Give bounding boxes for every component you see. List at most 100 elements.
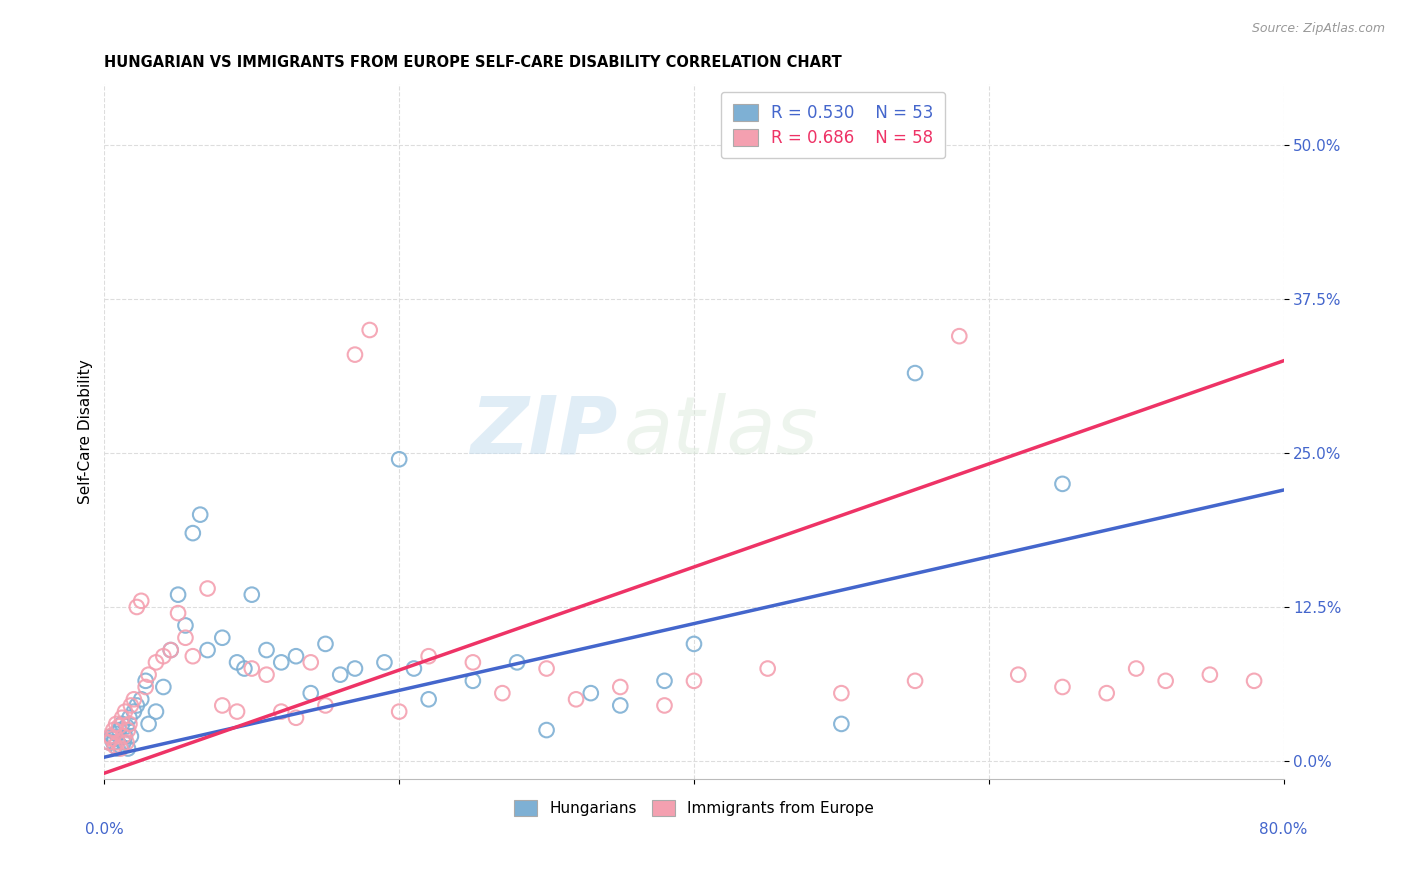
Point bbox=[240, 588, 263, 602]
Point bbox=[145, 705, 167, 719]
Point bbox=[299, 656, 322, 670]
Point bbox=[1125, 661, 1147, 675]
Point bbox=[135, 673, 157, 688]
Point bbox=[654, 698, 676, 713]
Point bbox=[314, 698, 336, 713]
Point bbox=[111, 711, 134, 725]
Point bbox=[329, 667, 352, 681]
Point bbox=[104, 739, 127, 753]
Point bbox=[1052, 476, 1074, 491]
Point bbox=[159, 643, 181, 657]
Point bbox=[211, 698, 233, 713]
Text: 80.0%: 80.0% bbox=[1260, 822, 1308, 838]
Point bbox=[125, 599, 148, 614]
Point bbox=[830, 717, 852, 731]
Point bbox=[188, 508, 211, 522]
Point bbox=[270, 656, 292, 670]
Point bbox=[299, 686, 322, 700]
Point bbox=[756, 661, 779, 675]
Point bbox=[904, 366, 927, 380]
Point bbox=[256, 643, 278, 657]
Point bbox=[114, 705, 136, 719]
Point bbox=[152, 649, 174, 664]
Point bbox=[904, 673, 927, 688]
Point bbox=[135, 680, 157, 694]
Point bbox=[98, 729, 121, 743]
Point bbox=[129, 594, 152, 608]
Point bbox=[285, 711, 308, 725]
Point bbox=[1243, 673, 1265, 688]
Point bbox=[1007, 667, 1029, 681]
Point bbox=[565, 692, 588, 706]
Point bbox=[115, 719, 138, 733]
Y-axis label: Self-Care Disability: Self-Care Disability bbox=[79, 359, 93, 504]
Text: atlas: atlas bbox=[623, 392, 818, 471]
Point bbox=[233, 661, 256, 675]
Point bbox=[118, 717, 141, 731]
Point bbox=[1154, 673, 1177, 688]
Text: Source: ZipAtlas.com: Source: ZipAtlas.com bbox=[1251, 22, 1385, 36]
Point bbox=[461, 656, 484, 670]
Point bbox=[125, 698, 148, 713]
Point bbox=[105, 717, 128, 731]
Point bbox=[683, 673, 706, 688]
Point bbox=[167, 588, 190, 602]
Point bbox=[1095, 686, 1118, 700]
Point bbox=[117, 741, 139, 756]
Point bbox=[461, 673, 484, 688]
Legend: Hungarians, Immigrants from Europe: Hungarians, Immigrants from Europe bbox=[506, 793, 882, 824]
Point bbox=[197, 582, 219, 596]
Point bbox=[256, 667, 278, 681]
Point bbox=[830, 686, 852, 700]
Point bbox=[359, 323, 381, 337]
Point bbox=[110, 741, 132, 756]
Point bbox=[108, 719, 131, 733]
Point bbox=[107, 741, 129, 756]
Point bbox=[97, 735, 120, 749]
Point bbox=[285, 649, 308, 664]
Point bbox=[100, 731, 122, 746]
Point bbox=[97, 735, 120, 749]
Point bbox=[117, 723, 139, 737]
Point bbox=[120, 729, 142, 743]
Point bbox=[314, 637, 336, 651]
Text: HUNGARIAN VS IMMIGRANTS FROM EUROPE SELF-CARE DISABILITY CORRELATION CHART: HUNGARIAN VS IMMIGRANTS FROM EUROPE SELF… bbox=[104, 55, 842, 70]
Point bbox=[145, 656, 167, 670]
Point bbox=[107, 735, 129, 749]
Point bbox=[114, 729, 136, 743]
Point bbox=[181, 649, 204, 664]
Point bbox=[159, 643, 181, 657]
Point bbox=[181, 526, 204, 541]
Point bbox=[1052, 680, 1074, 694]
Point bbox=[152, 680, 174, 694]
Point bbox=[103, 723, 125, 737]
Point bbox=[579, 686, 602, 700]
Point bbox=[138, 717, 160, 731]
Point bbox=[129, 692, 152, 706]
Point bbox=[1199, 667, 1222, 681]
Point bbox=[174, 631, 197, 645]
Point bbox=[122, 692, 145, 706]
Point bbox=[112, 729, 135, 743]
Point bbox=[122, 705, 145, 719]
Point bbox=[226, 656, 249, 670]
Point bbox=[197, 643, 219, 657]
Point bbox=[100, 729, 122, 743]
Point bbox=[536, 723, 558, 737]
Point bbox=[112, 735, 135, 749]
Point bbox=[174, 618, 197, 632]
Point bbox=[343, 348, 366, 362]
Text: ZIP: ZIP bbox=[470, 392, 617, 471]
Text: 0.0%: 0.0% bbox=[84, 822, 124, 838]
Point bbox=[118, 711, 141, 725]
Point bbox=[418, 649, 440, 664]
Point bbox=[373, 656, 395, 670]
Point bbox=[108, 723, 131, 737]
Point bbox=[609, 698, 631, 713]
Point bbox=[418, 692, 440, 706]
Point bbox=[536, 661, 558, 675]
Point bbox=[609, 680, 631, 694]
Point bbox=[343, 661, 366, 675]
Point bbox=[388, 705, 411, 719]
Point bbox=[506, 656, 529, 670]
